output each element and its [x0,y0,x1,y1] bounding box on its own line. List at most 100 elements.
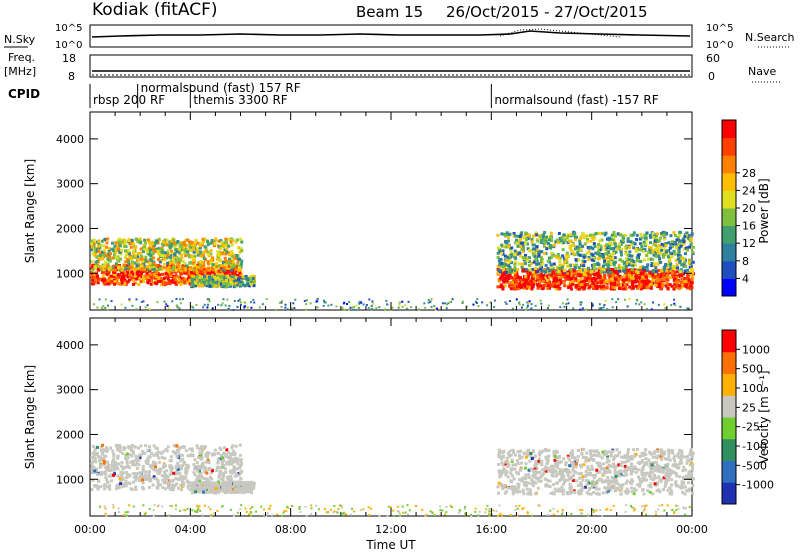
velocity-cell [197,469,201,473]
power-cell [133,247,137,251]
power-cell [598,280,602,284]
power-cell [516,284,520,288]
power-cell [609,257,613,261]
velocity-cell [158,469,162,473]
power-cell [555,238,559,242]
power-cell [687,237,691,241]
power-cell [534,270,538,274]
power-cell [541,274,545,278]
velocity-cell [239,459,243,463]
power-cell [235,283,239,287]
power-cell [640,245,644,249]
power-cell [617,277,621,281]
power-cell [163,238,167,242]
power-cell [659,251,663,255]
power-cell [598,239,602,243]
velocity-cell [248,487,252,491]
velocity-cell [146,477,150,481]
power-cell [522,262,526,266]
velocity-cell [233,474,237,478]
velocity-cell [202,445,206,449]
velocity-cell [146,462,150,466]
power-cell [138,277,142,281]
velocity-cell [112,472,116,476]
velocity-cell [175,482,179,486]
power-cell [193,284,197,288]
power-cell [112,282,116,286]
power-cell [233,272,237,276]
power-cell [621,269,625,273]
power-cell [519,241,523,245]
velocity-cell [172,471,176,475]
power-cell [164,240,168,244]
power-cell [508,273,512,277]
power-cell [169,239,173,243]
power-cell [664,284,668,288]
power-cell [612,236,616,240]
power-cell [126,257,130,261]
power-cell [541,235,545,239]
power-cell [199,273,203,277]
power-cell [524,231,528,235]
power-cell [217,303,220,306]
velocity-cell [209,471,213,475]
power-cell [637,276,641,280]
power-cell [157,251,161,255]
power-cell [145,274,149,278]
power-cell [113,244,117,248]
power-cell [520,231,524,235]
power-cell [563,305,566,308]
power-cell [174,274,178,278]
power-cell [663,248,667,252]
velocity-cell [121,477,125,481]
velocity-cell [524,462,528,466]
power-cell [640,275,644,279]
power-cell [231,265,235,269]
power-cell [590,270,594,274]
power-cell [521,255,525,259]
power-cell [645,286,649,290]
power-cell [628,298,631,301]
power-cell [644,238,648,242]
power-cell [217,253,221,257]
power-cell [210,273,214,277]
power-cell [688,265,692,269]
power-cell [220,304,223,307]
power-cell [223,273,227,277]
power-cell [198,266,202,270]
power-cell [554,287,558,291]
power-cell [620,253,624,257]
power-cell [682,272,686,276]
velocity-cell [207,485,211,489]
power-cell [660,284,664,288]
power-cell [562,281,566,285]
power-cell [536,283,540,287]
power-cell [235,238,239,242]
velocity-cell [216,490,220,494]
velocity-cell [161,478,165,482]
velocity-cell [204,490,208,494]
power-cell [682,262,686,266]
power-cell [643,247,647,251]
power-cell [128,252,132,256]
velocity-cell [219,473,223,477]
nsearch-tick-top: 10^5 [706,23,733,34]
power-cell [196,241,200,245]
power-cell [639,248,643,252]
power-cell [211,263,215,267]
power-cell [539,258,543,262]
power-cell [629,242,633,246]
power-cell [511,281,515,285]
power-cell [153,267,157,271]
velocity-cell [170,455,174,459]
power-cell [557,253,561,257]
power-cell [505,231,509,235]
velocity-cell [112,468,116,472]
power-cell [632,231,636,235]
power-cell [226,275,230,279]
power-cell [112,275,116,279]
power-cell [280,301,283,304]
power-cell [575,235,579,239]
power-cell [123,238,127,242]
power-cell [166,251,170,255]
